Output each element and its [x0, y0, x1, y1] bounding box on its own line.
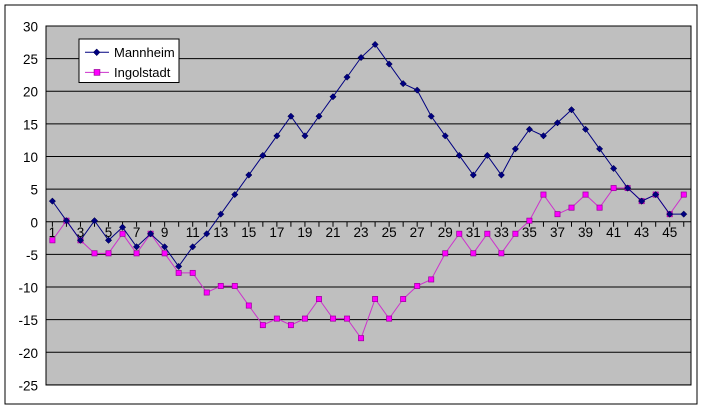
svg-text:43: 43 [634, 225, 649, 240]
svg-text:19: 19 [297, 225, 312, 240]
svg-text:45: 45 [662, 225, 677, 240]
svg-text:17: 17 [269, 225, 284, 240]
svg-text:10: 10 [23, 150, 38, 165]
svg-text:7: 7 [133, 225, 141, 240]
svg-text:31: 31 [466, 225, 481, 240]
svg-text:Ingolstadt: Ingolstadt [114, 65, 171, 80]
svg-text:-20: -20 [18, 346, 38, 361]
svg-text:21: 21 [325, 225, 340, 240]
svg-text:5: 5 [30, 183, 38, 198]
svg-text:-10: -10 [18, 281, 38, 296]
svg-text:25: 25 [382, 225, 397, 240]
svg-text:27: 27 [410, 225, 425, 240]
svg-text:11: 11 [186, 225, 200, 240]
svg-text:41: 41 [606, 225, 621, 240]
svg-text:9: 9 [161, 225, 169, 240]
svg-text:-25: -25 [18, 378, 38, 393]
svg-text:23: 23 [354, 225, 369, 240]
svg-text:15: 15 [241, 225, 256, 240]
svg-text:15: 15 [23, 117, 38, 132]
svg-text:Mannheim: Mannheim [114, 45, 175, 60]
svg-text:37: 37 [550, 225, 565, 240]
svg-text:13: 13 [213, 225, 228, 240]
svg-text:-5: -5 [26, 248, 38, 263]
svg-text:-15: -15 [18, 313, 38, 328]
svg-text:35: 35 [522, 225, 537, 240]
svg-text:20: 20 [23, 85, 38, 100]
svg-text:33: 33 [494, 225, 509, 240]
svg-text:25: 25 [23, 52, 38, 67]
svg-text:30: 30 [23, 20, 38, 35]
svg-text:39: 39 [578, 225, 593, 240]
svg-text:0: 0 [30, 215, 38, 230]
svg-text:29: 29 [438, 225, 453, 240]
